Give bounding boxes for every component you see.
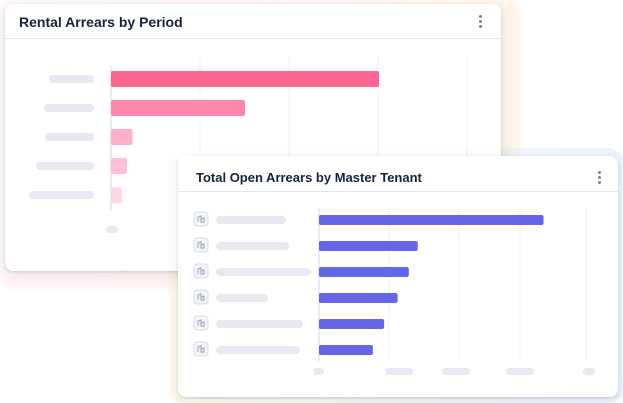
category-label-placeholder — [216, 346, 300, 354]
bar — [319, 319, 385, 329]
category-label-placeholder — [216, 216, 286, 224]
bar — [111, 100, 245, 116]
card-title: Rental Arrears by Period — [19, 14, 183, 30]
bar — [111, 129, 133, 145]
bar — [319, 345, 373, 355]
bar — [319, 267, 409, 277]
company-icon-glyph — [197, 319, 205, 327]
category-label-placeholder — [44, 104, 94, 112]
company-icon-glyph — [197, 241, 205, 249]
card-title: Total Open Arrears by Master Tenant — [196, 170, 422, 185]
master-tenant-arrears-card: Total Open Arrears by Master Tenant — [178, 156, 618, 397]
company-icon — [193, 289, 209, 305]
company-icon — [193, 263, 209, 279]
tick-label-placeholder — [506, 368, 534, 375]
tick-label-placeholder — [442, 368, 470, 375]
bar — [111, 158, 128, 174]
master-tenant-arrears-chart — [193, 206, 595, 375]
company-icon — [193, 341, 209, 357]
kebab-vertical-icon[interactable] — [479, 15, 483, 28]
tick-label-placeholder — [385, 368, 413, 375]
kebab-vertical-icon[interactable] — [598, 171, 602, 184]
category-label-placeholder — [45, 133, 94, 141]
company-icon-glyph — [197, 267, 205, 275]
bar — [319, 241, 418, 251]
card-header: Rental Arrears by Period — [5, 4, 501, 39]
category-label-placeholder — [216, 320, 303, 328]
company-icon — [193, 211, 209, 227]
tick-label-placeholder — [583, 368, 595, 375]
bar — [111, 187, 122, 203]
company-icon-glyph — [197, 345, 205, 353]
bar — [319, 215, 544, 225]
card-header: Total Open Arrears by Master Tenant — [178, 156, 618, 192]
company-icon-glyph — [197, 215, 205, 223]
category-label-placeholder — [29, 191, 94, 199]
bar — [111, 71, 379, 87]
category-label-placeholder — [216, 242, 289, 250]
tick-label-placeholder — [313, 368, 324, 375]
category-label-placeholder — [49, 75, 94, 83]
tick-label-placeholder — [106, 226, 118, 233]
company-icon-glyph — [197, 293, 205, 301]
company-icon — [193, 315, 209, 331]
category-label-placeholder — [216, 294, 268, 302]
company-icon — [193, 237, 209, 253]
bar — [319, 293, 398, 303]
category-label-placeholder — [36, 162, 94, 170]
category-label-placeholder — [216, 268, 311, 276]
